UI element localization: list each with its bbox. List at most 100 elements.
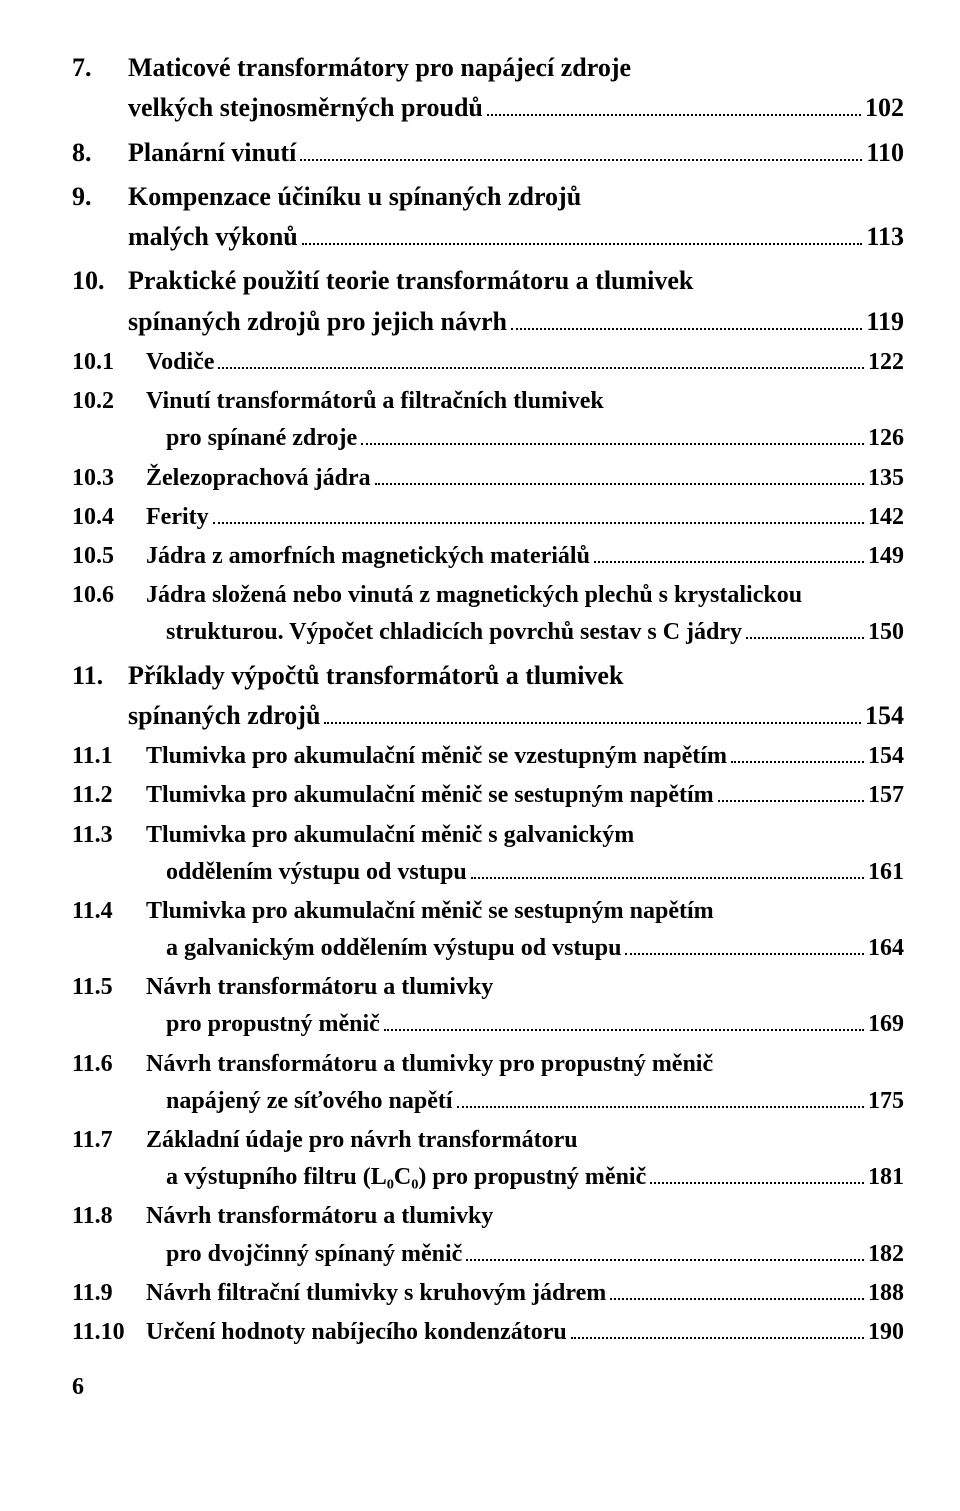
toc-subsection: 10.3 Železoprachová jádra 135 [72,460,904,497]
toc-number: 11.4 [72,893,132,930]
toc-page: 135 [868,460,904,497]
toc-page: 149 [868,538,904,575]
toc-page: 142 [868,499,904,536]
toc-number: 11.8 [72,1198,132,1235]
toc-leader [718,800,864,802]
toc-subsection: napájený ze síťového napětí 175 [72,1083,904,1120]
toc-leader [302,243,863,245]
toc-title: Kompenzace účiníku u spínaných zdrojů [128,177,581,217]
toc-number: 10.1 [72,344,132,381]
toc-leader [361,443,864,445]
toc-page: 190 [868,1314,904,1351]
toc-page: 182 [868,1236,904,1273]
toc-chapter: spínaných zdrojů 154 [72,696,904,736]
toc-title: Určení hodnoty nabíjecího kondenzátoru [146,1314,567,1351]
toc-title: pro propustný měnič [166,1006,380,1043]
toc-subsection: 11.7 Základní údaje pro návrh transformát… [72,1122,904,1159]
toc-title: Základní údaje pro návrh transformátoru [146,1122,578,1159]
toc-subsection: 10.2Vinutí transformátorů a filtračních … [72,383,904,420]
toc-page: 181 [868,1159,904,1196]
toc-number: 11.1 [72,738,132,775]
toc-title: spínaných zdrojů [128,696,320,736]
toc-subsection: pro dvojčinný spínaný měnič182 [72,1236,904,1273]
toc-subsection: 11.8 Návrh transformátoru a tlumivky [72,1198,904,1235]
toc-title: Železoprachová jádra [146,460,371,497]
toc-number: 11.10 [72,1314,132,1351]
toc-leader [375,483,864,485]
toc-number: 11.2 [72,777,132,814]
toc-leader [466,1259,864,1261]
toc-subsection: 11.4Tlumivka pro akumulační měnič se ses… [72,893,904,930]
toc-page: 113 [866,217,904,257]
toc-leader [511,328,862,330]
toc-title: malých výkonů [128,217,298,257]
toc-subsection: a výstupního filtru (L₀C₀) pro propustný… [72,1159,904,1196]
toc-chapter: malých výkonů 113 [72,217,904,257]
toc-title: Jádra z amorfních magnetických materiálů [146,538,590,575]
toc-title: Návrh transformátoru a tlumivky pro prop… [146,1046,713,1083]
toc-subsection: 11.5Návrh transformátoru a tlumivky [72,969,904,1006]
toc-number: 8. [72,133,108,173]
toc-title: napájený ze síťového napětí [166,1083,453,1120]
toc-leader [213,522,864,524]
toc-page: 175 [868,1083,904,1120]
toc-subsection: 11.6 Návrh transformátoru a tlumivky pro … [72,1046,904,1083]
toc-title: velkých stejnosměrných proudů [128,88,483,128]
toc-leader [457,1106,864,1108]
toc-page: 126 [868,420,904,457]
toc-subsection: pro spínané zdroje126 [72,420,904,457]
toc-page: 161 [868,854,904,891]
toc-page: 154 [865,696,904,736]
toc-leader [746,637,864,639]
toc-leader [571,1337,864,1339]
toc-number: 10. [72,261,108,301]
toc-number: 10.4 [72,499,132,536]
toc-chapter: spínaných zdrojů pro jejich návrh119 [72,302,904,342]
toc-chapter: 7.Maticové transformátory pro napájecí z… [72,48,904,88]
toc-subsection: 11.2 Tlumivka pro akumulační měnič se ses… [72,777,904,814]
toc-leader [218,367,864,369]
toc-title: strukturou. Výpočet chladicích povrchů s… [166,614,742,651]
toc-number: 11.5 [72,969,132,1006]
toc-title: Tlumivka pro akumulační měnič se sestupn… [146,777,714,814]
toc-number: 10.6 [72,577,132,614]
toc-page: 164 [868,930,904,967]
toc-leader [625,953,864,955]
toc-page: 150 [868,614,904,651]
toc-page: 154 [868,738,904,775]
toc-subsection: 11.10 Určení hodnoty nabíjecího kondenzát… [72,1314,904,1351]
toc-chapter: 9.Kompenzace účiníku u spínaných zdrojů [72,177,904,217]
toc-subsection: 10.1 Vodiče 122 [72,344,904,381]
toc-chapter: 10.Praktické použití teorie transformáto… [72,261,904,301]
toc-page: 188 [868,1275,904,1312]
toc-title: Příklady výpočtů transformátorů a tlumiv… [128,656,623,696]
toc-title: a výstupního filtru (L₀C₀) pro propustný… [166,1159,646,1196]
toc-number: 11.3 [72,817,132,854]
toc-title: oddělením výstupu od vstupu [166,854,467,891]
toc-title: Ferity [146,499,209,536]
toc-title: Planární vinutí [128,133,296,173]
toc-title: Návrh filtrační tlumivky s kruhovým jádr… [146,1275,606,1312]
toc-page: 102 [865,88,904,128]
toc-number: 11.7 [72,1122,132,1159]
toc-page: 169 [868,1006,904,1043]
toc-chapter: 11. Příklady výpočtů transformátorů a tlu… [72,656,904,696]
toc-number: 10.3 [72,460,132,497]
toc-subsection: oddělením výstupu od vstupu 161 [72,854,904,891]
toc-number: 11.6 [72,1046,132,1083]
toc-leader [610,1298,864,1300]
toc-title: Tlumivka pro akumulační měnič s galvanic… [146,817,634,854]
toc-leader [487,114,861,116]
table-of-contents: 7.Maticové transformátory pro napájecí z… [72,48,904,1351]
toc-title: spínaných zdrojů pro jejich návrh [128,302,507,342]
toc-number: 11. [72,656,108,696]
toc-number: 7. [72,48,108,88]
toc-leader [731,761,864,763]
toc-subsection: 11.9Návrh filtrační tlumivky s kruhovým … [72,1275,904,1312]
toc-title: a galvanickým oddělením výstupu od vstup… [166,930,621,967]
toc-page: 122 [868,344,904,381]
toc-title: Návrh transformátoru a tlumivky [146,1198,493,1235]
toc-title: Vodiče [146,344,214,381]
toc-subsection: 11.3 Tlumivka pro akumulační měnič s galv… [72,817,904,854]
toc-subsection: 11.1Tlumivka pro akumulační měnič se vze… [72,738,904,775]
